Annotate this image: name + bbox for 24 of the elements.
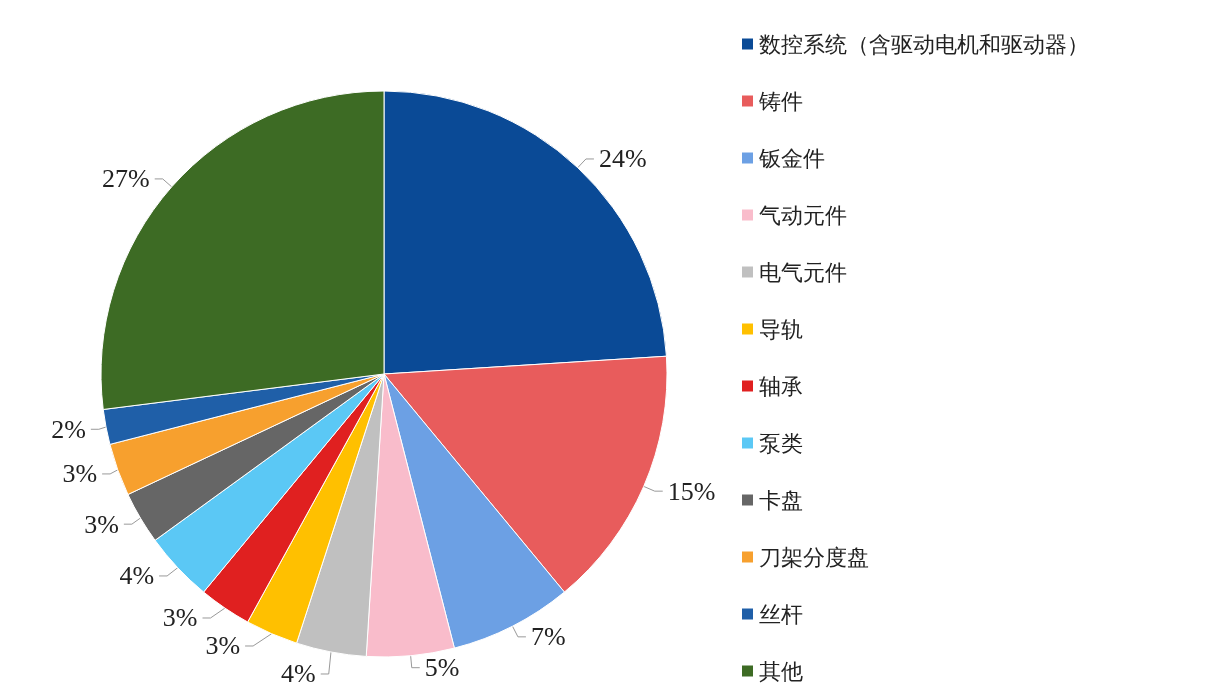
legend-label: 导轨 bbox=[759, 316, 803, 342]
data-label: 5% bbox=[424, 653, 460, 683]
legend-label: 铸件 bbox=[758, 88, 803, 114]
legend-label: 卡盘 bbox=[759, 487, 803, 513]
data-label: 24% bbox=[598, 144, 647, 174]
data-label: 7% bbox=[530, 622, 566, 652]
data-label: 15% bbox=[667, 476, 716, 506]
legend-label: 刀架分度盘 bbox=[759, 544, 869, 570]
data-label: 3% bbox=[84, 509, 119, 539]
data-label: 2% bbox=[51, 414, 86, 444]
legend-label: 电气元件 bbox=[759, 259, 847, 285]
legend-label: 钣金件 bbox=[758, 145, 825, 171]
legend-label: 其他 bbox=[759, 658, 803, 684]
data-label: 3% bbox=[62, 459, 98, 489]
legend-label: 轴承 bbox=[759, 373, 803, 399]
legend-label: 数控系统（含驱动电机和驱动器） bbox=[759, 31, 1089, 57]
data-label: 3% bbox=[162, 603, 198, 633]
data-label: 4% bbox=[281, 659, 316, 689]
data-label: 27% bbox=[102, 164, 150, 194]
legend-label: 泵类 bbox=[759, 430, 803, 456]
data-label: 4% bbox=[119, 561, 155, 591]
data-label: 3% bbox=[205, 631, 241, 661]
legend-label: 气动元件 bbox=[759, 202, 847, 228]
legend-label: 丝杆 bbox=[759, 601, 803, 627]
